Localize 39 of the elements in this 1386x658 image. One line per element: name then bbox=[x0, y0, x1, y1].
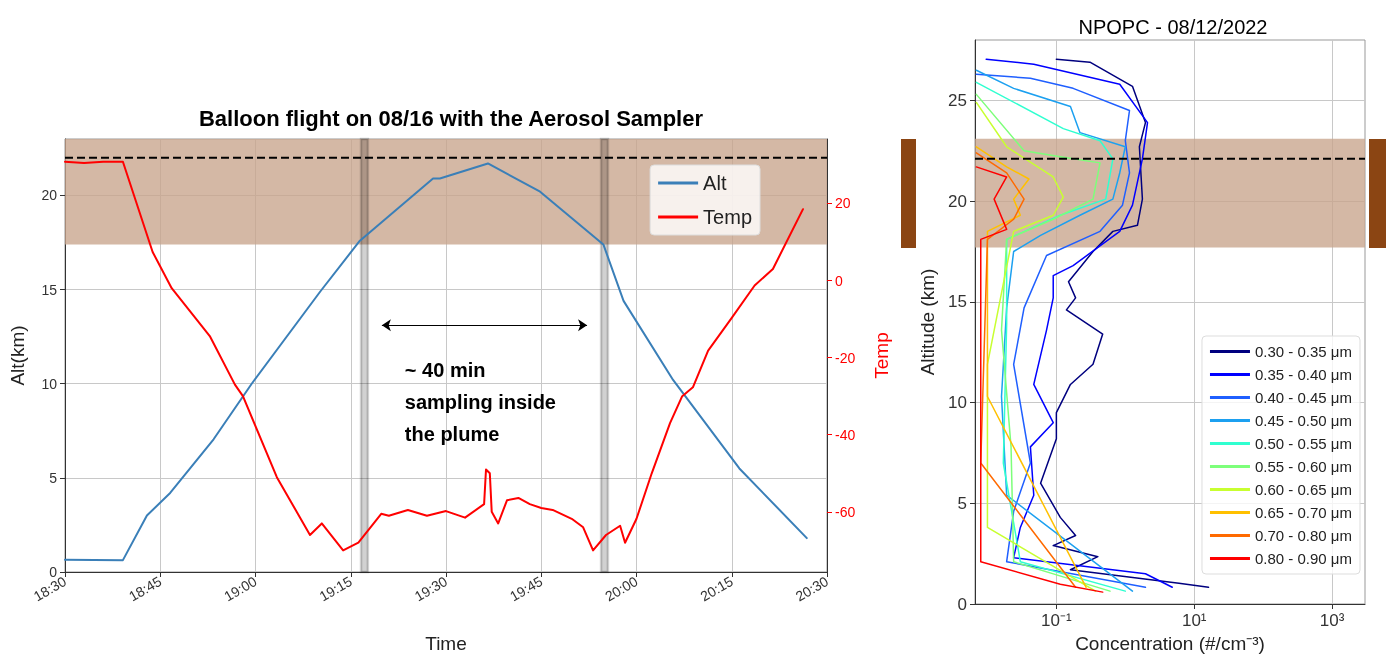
y-axis-title: Alt(km) bbox=[7, 325, 28, 386]
x-tick-label: 10⁻¹ bbox=[1041, 611, 1072, 630]
y-tick-label: 20 bbox=[41, 187, 58, 204]
y2-tick-label: -60 bbox=[835, 503, 856, 520]
legend-label: Temp bbox=[703, 206, 752, 228]
legend-label: 0.55 - 0.60 μm bbox=[1254, 458, 1353, 475]
x-tick-label: 10³ bbox=[1319, 611, 1345, 630]
legend-label: 0.35 - 0.40 μm bbox=[1254, 366, 1353, 383]
legend-label: 0.60 - 0.65 μm bbox=[1254, 481, 1353, 498]
annotation: ~ 40 min sampling inside the plume bbox=[404, 357, 557, 447]
y-tick-label: 5 bbox=[957, 493, 967, 513]
y-tick-label: 0 bbox=[49, 564, 58, 580]
legend-label: 0.40 - 0.45 μm bbox=[1254, 389, 1353, 406]
y2-tick-label: -40 bbox=[835, 426, 856, 443]
y-tick-label: 20 bbox=[948, 191, 967, 211]
y2-tick-label: 20 bbox=[835, 195, 851, 212]
y2-axis-title: Temp bbox=[871, 332, 892, 379]
y-axis-title: Altitude (km) bbox=[917, 268, 938, 376]
y-tick-label: 15 bbox=[948, 292, 967, 312]
chart-title: NPOPC - 08/12/2022 bbox=[1078, 16, 1268, 38]
y-tick-label: 10 bbox=[948, 393, 967, 413]
legend-label: 0.80 - 0.90 μm bbox=[1254, 550, 1353, 567]
chart-title: Balloon flight on 08/16 with the Aerosol Sampler bbox=[198, 105, 704, 131]
x-axis-title: Time bbox=[425, 633, 467, 654]
y-tick-label: 15 bbox=[41, 281, 58, 298]
y-tick-label: 10 bbox=[41, 375, 58, 392]
y-tick-label: 0 bbox=[957, 594, 967, 614]
y-tick-label: 5 bbox=[49, 469, 58, 486]
legend-label: 0.30 - 0.35 μm bbox=[1254, 343, 1353, 360]
x-axis-title: Concentration (#/cm⁻³) bbox=[1075, 633, 1265, 654]
x-tick-label: 10¹ bbox=[1181, 611, 1207, 630]
y2-tick-label: -20 bbox=[835, 349, 856, 366]
legend-label: 0.65 - 0.70 μm bbox=[1254, 504, 1353, 521]
legend-label: 0.50 - 0.55 μm bbox=[1254, 435, 1353, 452]
legend-label: 0.45 - 0.50 μm bbox=[1254, 412, 1353, 429]
legend-label: Alt bbox=[703, 172, 727, 194]
legend-label: 0.70 - 0.80 μm bbox=[1254, 527, 1353, 544]
y2-tick-label: 0 bbox=[835, 272, 843, 289]
y-tick-label: 25 bbox=[948, 90, 967, 110]
